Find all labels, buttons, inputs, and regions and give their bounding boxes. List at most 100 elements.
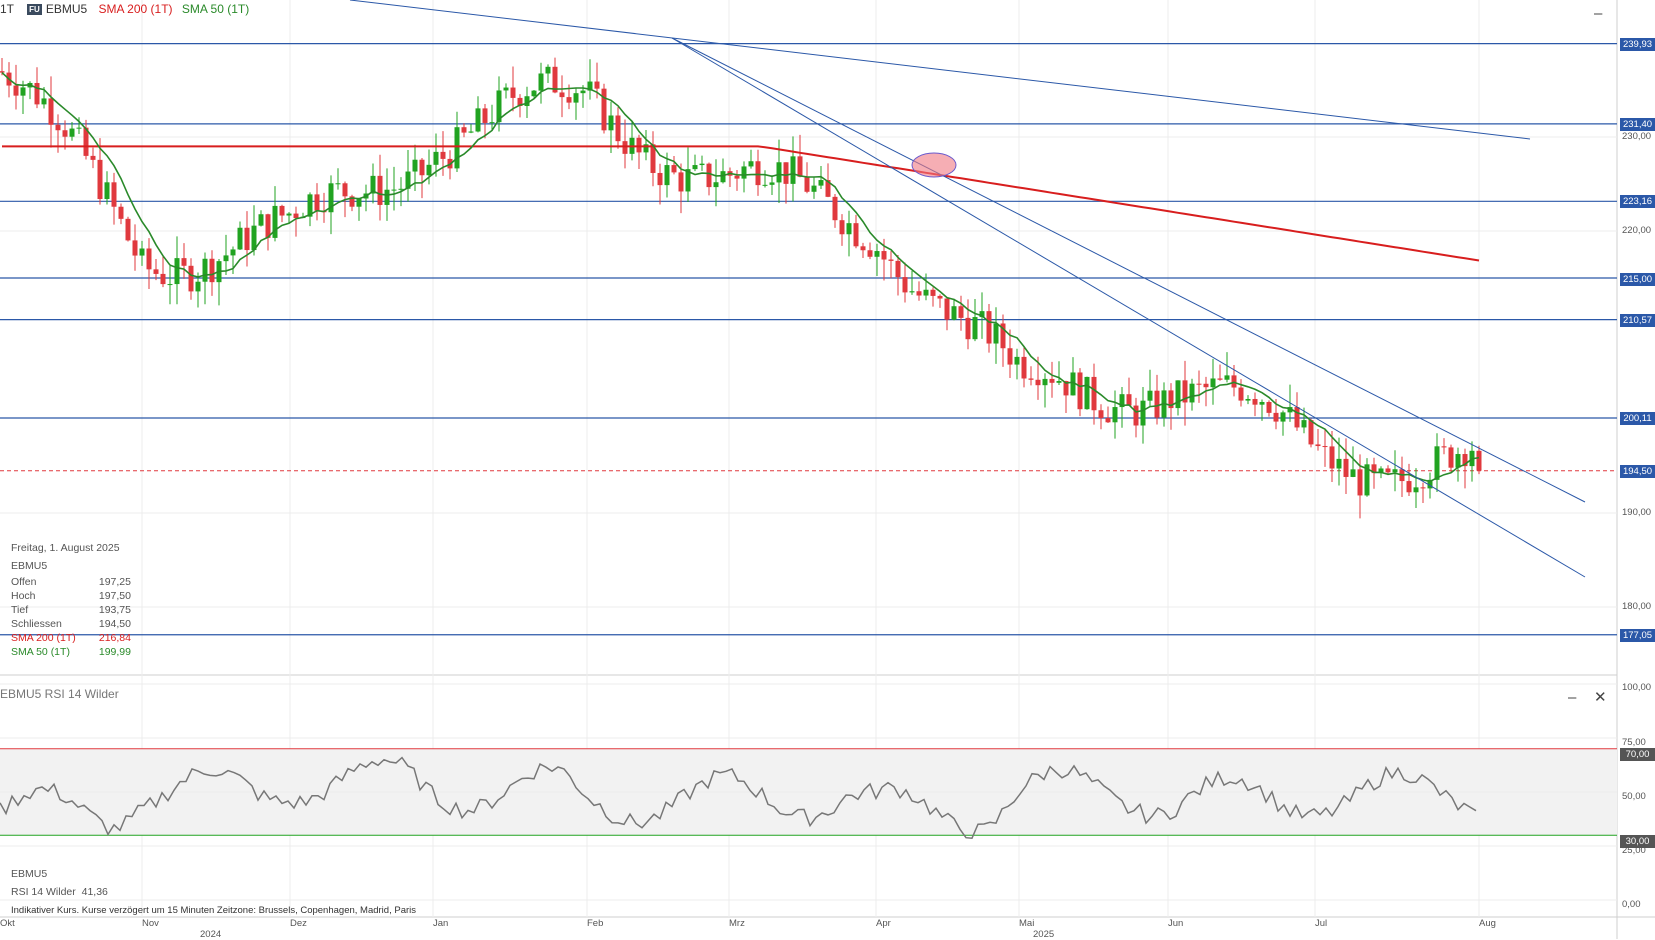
candle-body [384,189,390,205]
candle-body [426,164,432,176]
candle-body [720,171,726,183]
candle-body [433,151,439,165]
candle-body [1266,401,1272,413]
trendline [671,37,1586,578]
rsi-line [0,756,1477,839]
candle-body [251,225,257,251]
candle-body [538,73,544,91]
candle-body [1273,412,1279,422]
interval-label[interactable]: 1T [0,2,14,16]
candle-body [1448,447,1454,468]
candle-body [265,214,271,238]
candle-body [1189,383,1195,403]
candle-body [531,90,537,97]
candle-body [790,156,796,184]
candle-body [1035,379,1041,386]
rsi-info-symbol: EBMU5 [11,868,48,880]
candle-body [1357,469,1363,496]
candle-body [1140,400,1146,426]
candle-body [1014,356,1020,365]
price-tick: 180,00 [1622,601,1652,612]
level-tag: 231,40 [1620,118,1655,131]
candle-body [888,259,894,261]
candle-body [76,127,82,129]
candle-body [223,255,229,262]
candle-body [797,156,803,177]
candle-body [188,265,194,292]
candle-body [1007,348,1013,365]
candle-body [1462,454,1468,467]
candle-body [1000,323,1006,349]
x-year-label: 2025 [1033,929,1055,940]
candle-body [825,180,831,197]
candle-body [1063,381,1069,396]
candle-body [909,291,915,293]
candle-body [1294,407,1300,428]
candle-body [482,108,488,123]
trendline [671,37,1586,503]
candle-body [671,165,677,173]
info-row-close: Schliessen 194,50 [11,618,131,630]
candle-body [90,155,96,160]
candle-body [314,194,320,211]
candle-body [181,258,187,266]
candle-body [1084,376,1090,410]
candle-body [440,151,446,159]
sma200-legend[interactable]: SMA 200 (1T) [98,2,173,16]
price-tick: 220,00 [1622,225,1652,236]
candle-body [1077,372,1083,410]
candle-body [559,92,565,98]
candle-body [237,227,243,250]
candle-body [0,71,5,73]
candle-body [146,248,152,270]
candle-body [468,131,474,133]
candle-body [279,205,285,216]
minimize-icon[interactable]: – [1594,5,1603,22]
rsi-close-icon[interactable]: ✕ [1594,689,1607,706]
candle-body [1203,383,1209,388]
symbol-label[interactable]: EBMU5 [45,2,88,16]
candle-body [174,258,180,285]
candle-body [783,162,789,184]
last-price-tag: 194,50 [1620,465,1655,478]
rsi-info-label: RSI 14 Wilder [11,886,76,898]
candle-body [1455,454,1461,468]
candle-body [370,175,376,194]
info-row-high: Hoch 197,50 [11,590,131,602]
candle-body [104,182,110,200]
info-row-open: Offen 197,25 [11,576,131,588]
rsi-minimize-icon[interactable]: – [1568,689,1577,706]
candle-body [1133,405,1139,426]
candle-body [34,82,40,105]
candle-body [748,161,754,167]
candle-body [881,251,887,260]
candle-body [412,159,418,172]
candle-body [286,213,292,216]
candle-body [580,90,586,94]
candle-body [517,97,523,107]
candle-body [1315,444,1321,447]
candle-body [587,81,593,91]
candle-body [685,169,691,192]
candle-body [1196,383,1202,385]
sma50-legend[interactable]: SMA 50 (1T) [181,2,250,16]
candle-body [1364,464,1370,496]
price-tick: 190,00 [1622,507,1652,518]
candle-body [1350,469,1356,477]
candle-body [293,213,299,219]
candle-body [804,176,810,192]
rsi-lower-tag: 30,00 [1620,835,1655,848]
candle-body [489,122,495,124]
level-tag: 200,11 [1620,412,1655,425]
candle-body [132,240,138,256]
candle-body [573,93,579,103]
x-month-label: Feb [587,918,604,929]
level-tag: 177,05 [1620,629,1655,642]
candle-body [167,284,173,286]
price-tick: 230,00 [1622,131,1652,142]
rsi-tick: 25,00 [1622,845,1646,856]
candle-body [552,66,558,93]
candle-body [762,184,768,186]
info-row-sma200: SMA 200 (1T) 216,84 [11,632,131,644]
